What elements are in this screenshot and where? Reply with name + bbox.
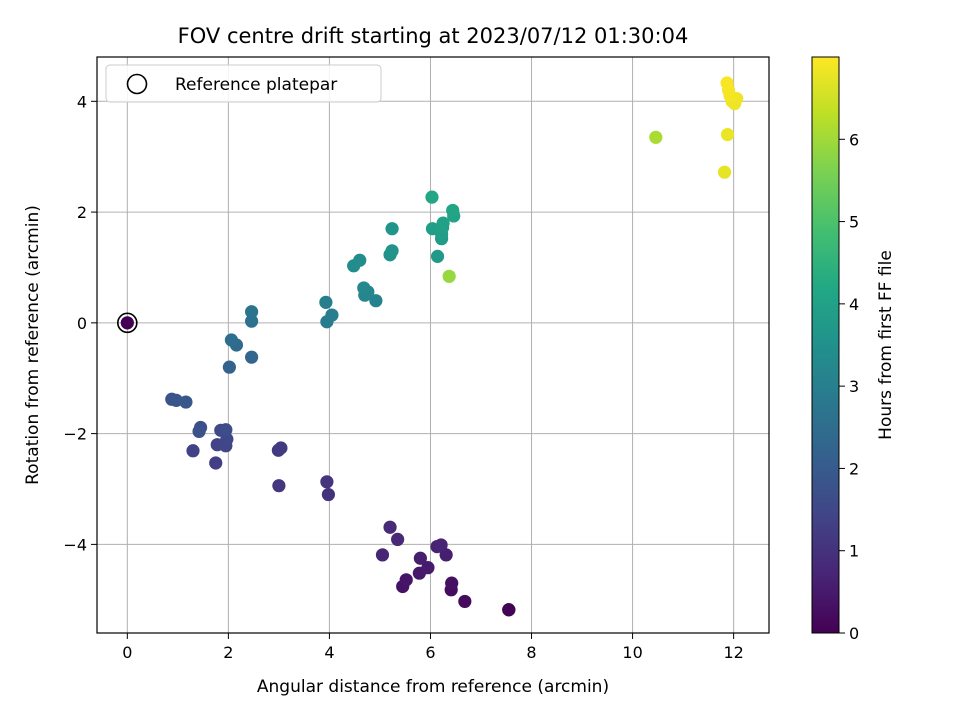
legend-box: [105, 64, 382, 103]
plot-frame: [96, 56, 770, 634]
colorbar: 0 1 2 3 4 5 6 Hours from first FF file: [811, 56, 896, 643]
data-point: [720, 76, 734, 90]
data-point: [353, 253, 367, 267]
colorbar-tick-label: 1: [849, 542, 859, 561]
x-tick-label: 10: [622, 643, 642, 662]
data-point: [274, 441, 288, 455]
data-point: [245, 314, 259, 328]
data-point: [192, 424, 206, 438]
data-point: [245, 350, 259, 364]
data-point: [375, 548, 390, 562]
data-point: [445, 576, 459, 590]
data-point: [413, 551, 427, 565]
data-point: [442, 269, 456, 283]
data-point: [425, 190, 439, 204]
data-point: [434, 538, 448, 552]
data-point: [383, 520, 397, 534]
data-point: [430, 249, 445, 263]
data-point: [385, 244, 399, 258]
data-point: [224, 333, 238, 347]
data-point: [446, 203, 460, 218]
data-point: [319, 295, 333, 309]
data-point: [439, 548, 453, 562]
colorbar-tick-label: 0: [849, 624, 859, 643]
data-point: [357, 281, 371, 295]
legend-label: Reference platepar: [175, 75, 337, 95]
y-tick-label: 2: [77, 203, 87, 222]
y-tick-label: 4: [77, 92, 87, 111]
x-tick-label: 2: [223, 643, 233, 662]
y-tick-label: −2: [63, 425, 87, 444]
y-axis-label: Rotation from reference (arcmin): [23, 205, 43, 485]
data-point: [717, 165, 732, 179]
data-point: [219, 423, 233, 437]
data-point: [209, 456, 223, 470]
chart-title: FOV centre drift starting at 2023/07/12 …: [178, 24, 689, 48]
colorbar-tick-label: 5: [849, 213, 859, 232]
data-point: [458, 594, 472, 609]
data-point: [222, 360, 236, 374]
data-point: [399, 573, 413, 587]
data-point: [321, 487, 336, 502]
data-point: [369, 294, 383, 308]
x-tick-label: 0: [122, 643, 132, 662]
x-axis-ticks: 0 2 4 6 8 10 12: [122, 633, 744, 662]
y-tick-label: −4: [63, 535, 87, 554]
x-tick-label: 6: [425, 643, 435, 662]
data-point: [391, 532, 405, 547]
colorbar-tick-label: 4: [849, 295, 859, 314]
x-tick-label: 8: [526, 643, 536, 662]
colorbar-ticks: 0 1 2 3 4 5 6: [839, 130, 859, 643]
colorbar-tick-label: 3: [849, 377, 859, 396]
data-point: [120, 316, 134, 330]
legend: Reference platepar: [105, 64, 382, 103]
data-point: [320, 475, 334, 489]
data-point: [245, 305, 259, 319]
x-tick-label: 4: [324, 643, 334, 662]
data-point: [425, 222, 440, 236]
colorbar-label: Hours from first FF file: [876, 250, 896, 440]
legend-marker: [126, 73, 148, 95]
data-point: [272, 479, 286, 493]
data-point: [186, 444, 200, 458]
y-axis-ticks: −4 −2 0 2 4: [63, 92, 97, 554]
data-points: [117, 76, 744, 617]
data-point: [179, 395, 193, 409]
data-point: [649, 130, 663, 144]
reference-marker: [117, 312, 138, 334]
data-point: [421, 561, 435, 575]
y-tick-label: 0: [77, 314, 87, 333]
x-tick-label: 12: [723, 643, 743, 662]
x-axis-label: Angular distance from reference (arcmin): [257, 677, 609, 697]
data-point: [436, 216, 450, 230]
data-point: [385, 222, 399, 236]
data-point: [720, 127, 735, 142]
colorbar-gradient: [811, 56, 840, 634]
data-point: [502, 603, 516, 617]
colorbar-tick-label: 2: [849, 459, 859, 478]
colorbar-tick-label: 6: [849, 130, 859, 149]
data-point: [325, 308, 339, 322]
